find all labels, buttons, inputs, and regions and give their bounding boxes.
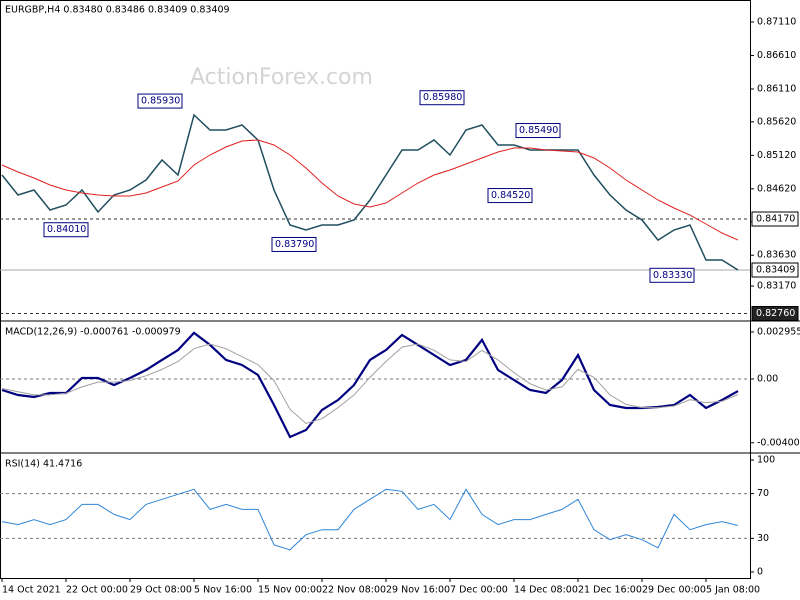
y-tick-label: 0.86610 [757,50,796,61]
x-tick-label: 5 Nov 16:00 [194,585,252,596]
panel-title: RSI(14) 41.4716 [5,459,82,470]
x-tick-label: 22 Oct 00:00 [66,585,128,596]
level-box [751,211,799,227]
x-tick-label: 14 Oct 2021 [2,585,61,596]
annotation-box [419,90,465,106]
annotation-box [487,188,533,204]
annotation-box [649,267,695,283]
y-tick-label: 0.85620 [757,116,796,127]
level-box [751,262,799,278]
y-tick-label: 0.86110 [757,83,796,94]
annotation-label: 0.84010 [47,224,86,235]
level-label: 0.82760 [756,308,795,319]
y-tick-label: 0.85120 [757,150,796,161]
x-tick-label: 29 Nov 16:00 [386,585,450,596]
x-tick-label: 15 Nov 00:00 [258,585,322,596]
annotation-label: 0.83790 [275,239,314,250]
y-tick-label: 0.83630 [757,250,796,261]
annotation-label: 0.84520 [491,190,530,201]
y-tick-label: 100 [757,455,775,466]
annotation-box [43,222,89,238]
y-tick-label: 0.002955 [757,326,800,337]
y-tick-label: 0.84620 [757,183,796,194]
x-tick-label: 14 Dec 08:00 [514,585,578,596]
y-tick-label: 0.83170 [757,281,796,292]
level-label: 0.84170 [756,214,795,225]
y-tick-label: 0 [757,566,763,577]
series-line [1,488,739,551]
level-label: 0.83409 [756,265,795,276]
x-tick-label: 22 Nov 08:00 [322,585,386,596]
panel-title: MACD(12,26,9) -0.000761 -0.000979 [5,327,181,338]
annotation-box [137,93,183,109]
plot-frame [0,0,751,579]
annotation-box [515,123,561,139]
x-tick-label: 29 Dec 00:00 [642,585,706,596]
y-tick-label: 0.87110 [757,16,796,27]
level-box [751,305,799,321]
y-tick-label: 0.00 [757,373,778,384]
annotation-label: 0.85490 [519,125,558,136]
panel-title: EURGBP,H4 0.83480 0.83486 0.83409 0.8340… [5,5,230,16]
y-tick-label: 30 [757,533,769,544]
annotation-label: 0.83330 [653,270,692,281]
series-line [1,343,739,425]
y-tick-label: -0.004009 [757,437,800,448]
x-tick-label: 5 Jan 08:00 [706,585,760,596]
x-tick-label: 21 Dec 16:00 [578,585,642,596]
y-tick-label: 70 [757,488,769,499]
x-tick-label: 29 Oct 08:00 [130,585,192,596]
series-line [1,139,739,241]
series-line [1,113,739,271]
annotation-box [271,236,317,252]
watermark: ActionForex.com [190,65,373,90]
annotation-label: 0.85930 [141,96,180,107]
annotation-label: 0.85980 [423,92,462,103]
x-tick-label: 7 Dec 00:00 [450,585,508,596]
series-line [1,331,739,439]
